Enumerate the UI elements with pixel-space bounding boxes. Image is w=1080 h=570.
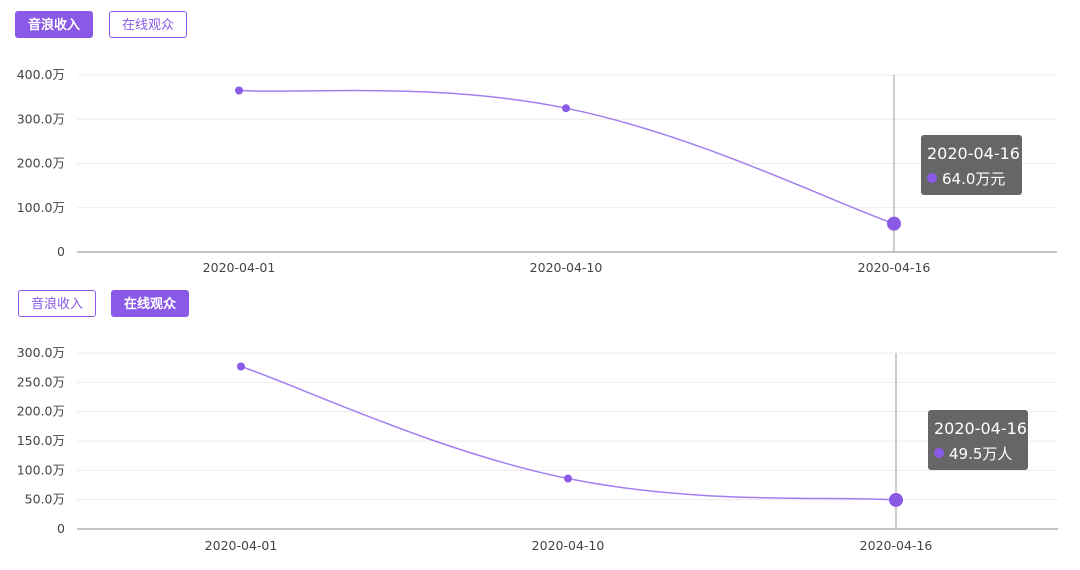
- highlighted-data-point: [887, 216, 901, 231]
- y-tick-label: 50.0万: [25, 492, 65, 507]
- y-tick-label: 0: [57, 244, 65, 259]
- y-tick-label: 300.0万: [17, 345, 65, 360]
- y-tick-label: 200.0万: [17, 404, 65, 419]
- x-tick-label: 2020-04-16: [860, 538, 933, 553]
- y-tick-label: 300.0万: [17, 111, 65, 126]
- data-point: [235, 86, 243, 95]
- revenue-line-chart[interactable]: 0 100.0万 200.0万 300.0万 400.0万 2020-04-01 2020-…: [0, 0, 1080, 285]
- x-tick-label: 2020-04-10: [532, 538, 605, 553]
- data-point: [562, 104, 570, 113]
- audience-chart-panel: 音浪收入 在线观众 0 50.0万 100.0万 150.0万 200.0万 250.0万…: [0, 285, 1080, 570]
- tooltip-date: 2020-04-16: [934, 419, 1027, 438]
- x-tick-label: 2020-04-01: [205, 538, 278, 553]
- tab-online-audience[interactable]: 在线观众: [109, 11, 188, 38]
- tooltip-series-marker: [934, 448, 944, 458]
- data-point: [237, 362, 245, 371]
- tooltip-box: [921, 135, 1022, 195]
- audience-line-chart[interactable]: 0 50.0万 100.0万 150.0万 200.0万 250.0万 300.0万 2020…: [0, 285, 1080, 570]
- highlighted-data-point: [889, 492, 903, 507]
- y-tick-label: 100.0万: [17, 200, 65, 215]
- y-tick-label: 150.0万: [17, 433, 65, 448]
- tooltip: 2020-04-16 49.5万人: [928, 410, 1028, 470]
- tab-sound-wave-income[interactable]: 音浪收入: [18, 290, 97, 317]
- y-tick-label: 400.0万: [17, 67, 65, 82]
- x-tick-label: 2020-04-16: [858, 260, 931, 275]
- x-tick-label: 2020-04-01: [203, 260, 276, 275]
- y-tick-label: 250.0万: [17, 374, 65, 389]
- tooltip-value: 64.0万元: [942, 170, 1005, 188]
- y-tick-label: 200.0万: [17, 156, 65, 171]
- tab-online-audience[interactable]: 在线观众: [111, 290, 190, 317]
- y-tick-label: 0: [57, 521, 65, 536]
- tab-sound-wave-income[interactable]: 音浪收入: [15, 11, 94, 38]
- tooltip-value: 49.5万人: [949, 445, 1012, 463]
- x-tick-label: 2020-04-10: [530, 260, 603, 275]
- y-tick-label: 100.0万: [17, 462, 65, 477]
- tooltip-date: 2020-04-16: [927, 144, 1020, 163]
- revenue-chart-panel: 音浪收入 在线观众 0 100.0万 200.0万 300.0万 400.0万 2020-…: [0, 0, 1080, 285]
- data-point: [564, 474, 572, 483]
- tooltip-series-marker: [927, 173, 937, 183]
- tooltip: 2020-04-16 64.0万元: [921, 135, 1022, 195]
- tooltip-box: [928, 410, 1028, 470]
